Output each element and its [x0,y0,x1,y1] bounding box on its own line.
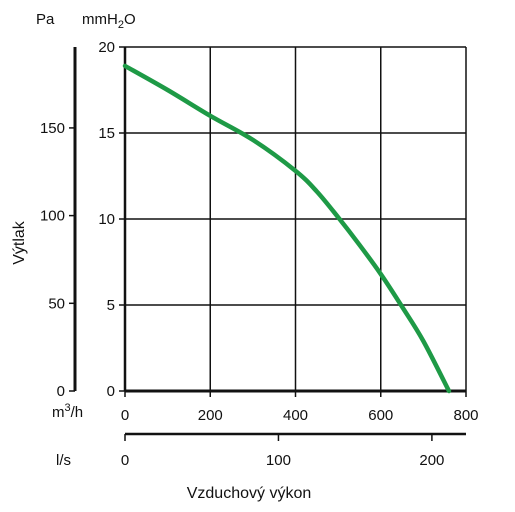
x-axis-title: Vzduchový výkon [187,485,312,502]
mmh2o-tick-label: 0 [107,383,115,400]
pa-unit-label: Pa [36,11,55,28]
mmh2o-tick-label: 15 [98,125,115,142]
m3h-tick-label: 400 [283,407,308,424]
pa-tick-label: 50 [48,295,65,312]
mmh2o-tick-label: 5 [107,297,115,314]
m3h-tick-label: 0 [121,407,129,424]
pa-tick-label: 150 [40,120,65,137]
ls-tick-label: 200 [419,452,444,469]
pa-tick-label: 100 [40,208,65,225]
performance-curve-line [122,63,452,394]
m3h-tick-label: 600 [368,407,393,424]
axes [69,46,467,441]
mmh2o-unit-label: mmH2O [82,11,136,31]
mmh2o-tick-label: 10 [98,211,115,228]
m3h-unit-label: m3/h [52,402,83,421]
y-axis-title: Výtlak [11,220,28,265]
ls-unit-label: l/s [56,452,71,469]
grid [125,46,467,391]
m3h-tick-label: 200 [198,407,223,424]
pa-tick-label: 0 [57,383,65,400]
mmh2o-tick-label: 20 [98,39,115,56]
series-layer [122,63,452,394]
ls-tick-label: 100 [266,452,291,469]
m3h-tick-label: 800 [453,407,478,424]
ls-tick-label: 0 [121,452,129,469]
